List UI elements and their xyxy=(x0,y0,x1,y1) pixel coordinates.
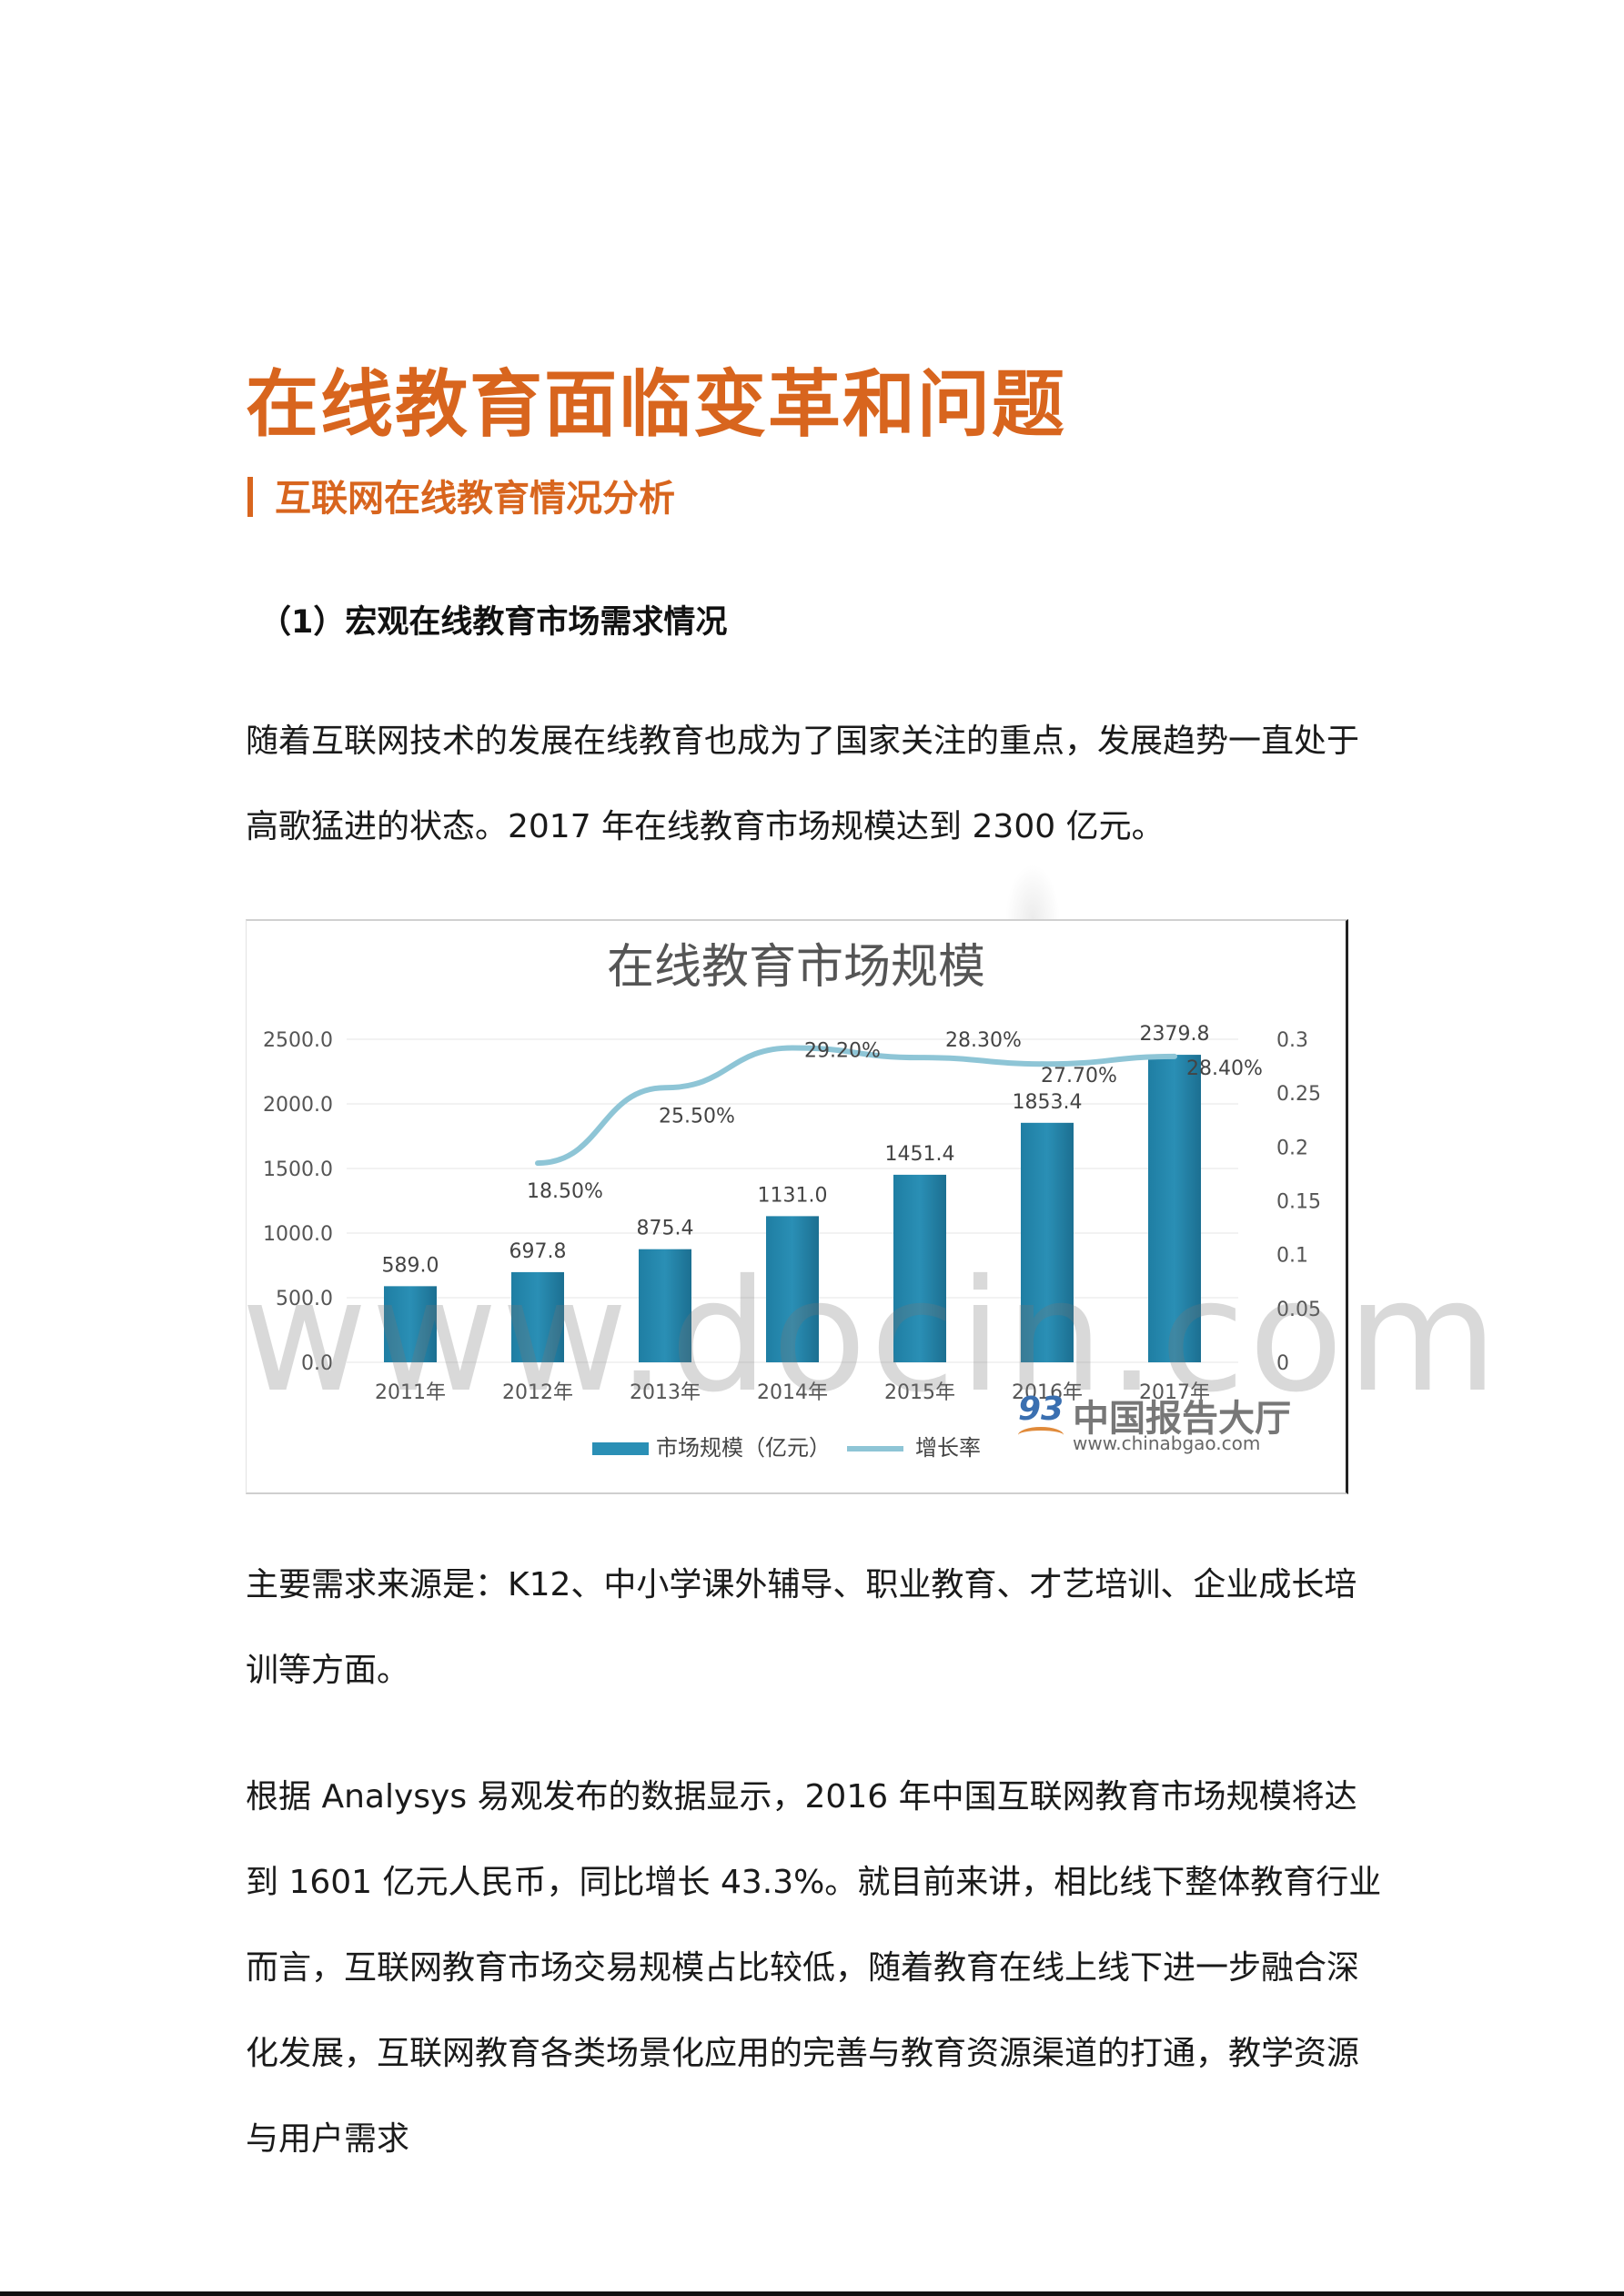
bar-value-label: 1451.4 xyxy=(885,1143,955,1166)
paragraph-intro: 随着互联网技术的发展在线教育也成为了国家关注的重点，发展趋势一直处于高歌猛进的状… xyxy=(246,723,1360,845)
growth-rate-point xyxy=(536,1161,540,1166)
y-right-tick-label: 0.05 xyxy=(1276,1299,1321,1321)
y-left-tick-label: 500.0 xyxy=(276,1288,333,1310)
brand-name: 中国报告大厅 xyxy=(1073,1398,1291,1440)
growth-rate-label: 18.50% xyxy=(527,1180,603,1203)
source-brand: 93 中国报告大厅 www.chinabgao.com xyxy=(1018,1385,1318,1458)
section-heading-text: 互联网在线教育情况分析 xyxy=(275,478,675,520)
bar-value-label: 589.0 xyxy=(382,1254,439,1277)
y-left-tick-label: 1000.0 xyxy=(263,1223,333,1246)
growth-rate-point xyxy=(791,1046,794,1050)
growth-rate-line xyxy=(535,1045,1177,1167)
brand-swoosh-icon xyxy=(1018,1427,1064,1443)
bar-value-label: 875.4 xyxy=(637,1218,694,1240)
chart-title: 在线教育市场规模 xyxy=(607,940,985,995)
growth-rate-label: 27.70% xyxy=(1041,1065,1117,1087)
market-size-chart: 在线教育市场规模 0.0 500.0 1000.0 1500.0 2000.0 2500.0… xyxy=(246,919,1348,1494)
x-tick-label: 2016年 xyxy=(1012,1381,1083,1404)
y-left-tick-label: 2500.0 xyxy=(263,1029,333,1052)
bar-value-label: 2379.8 xyxy=(1140,1023,1210,1046)
bar-2013年 xyxy=(639,1249,691,1362)
bar-2015年 xyxy=(893,1174,946,1362)
growth-rate-label: 25.50% xyxy=(659,1105,735,1128)
y-left-tick-label: 1500.0 xyxy=(263,1158,333,1181)
brand-url: www.chinabgao.com xyxy=(1073,1432,1261,1454)
paragraph-analysys: 根据 Analysys 易观发布的数据显示，2016 年中国互联网教育市场规模将… xyxy=(246,1778,1382,2158)
bar-2016年 xyxy=(1021,1122,1074,1362)
bar-2014年 xyxy=(766,1216,819,1362)
y-left-tick-label: 2000.0 xyxy=(263,1094,333,1117)
x-tick-label: 2015年 xyxy=(884,1381,955,1404)
y-right-tick-label: 0.2 xyxy=(1276,1137,1308,1159)
growth-rate-label: 28.40% xyxy=(1186,1057,1263,1080)
chart-canvas: 在线教育市场规模0.0500.01000.01500.02000.02500.0… xyxy=(263,940,1321,1461)
bar-value-label: 697.8 xyxy=(509,1240,567,1263)
page-bottom-rule xyxy=(0,2291,1624,2296)
x-tick-label: 2011年 xyxy=(375,1381,446,1404)
bar-value-label: 1131.0 xyxy=(758,1184,828,1207)
growth-rate-point xyxy=(1173,1054,1176,1058)
growth-rate-label: 29.20% xyxy=(804,1039,881,1062)
legend-line-label: 增长率 xyxy=(915,1435,981,1461)
growth-rate-label: 28.30% xyxy=(945,1029,1022,1052)
x-tick-label: 2014年 xyxy=(757,1381,828,1404)
page-title: 在线教育面临变革和问题 xyxy=(246,362,1066,447)
legend-bar-label: 市场规模（亿元） xyxy=(656,1435,831,1461)
paragraph-demand-sources: 主要需求来源是：K12、中小学课外辅导、职业教育、才艺培训、企业成长培训等方面。 xyxy=(246,1566,1357,1689)
growth-rate-point xyxy=(918,1056,922,1060)
y-right-tick-label: 0.1 xyxy=(1276,1245,1308,1268)
y-right-tick-label: 0.25 xyxy=(1276,1083,1321,1106)
bar-2011年 xyxy=(384,1286,437,1362)
growth-rate-point xyxy=(663,1086,667,1090)
section-bar-marker xyxy=(247,477,253,517)
bar-value-label: 1853.4 xyxy=(1013,1091,1083,1114)
x-tick-label: 2012年 xyxy=(502,1381,573,1404)
y-right-tick-label: 0 xyxy=(1276,1352,1289,1375)
bar-2017年 xyxy=(1148,1055,1201,1362)
legend-bar-swatch xyxy=(592,1442,649,1455)
x-tick-label: 2017年 xyxy=(1139,1381,1210,1404)
subheading: （1）宏观在线教育市场需求情况 xyxy=(259,604,728,641)
y-right-tick-label: 0.3 xyxy=(1276,1029,1308,1052)
section-heading: 互联网在线教育情况分析 xyxy=(247,469,675,521)
y-left-tick-label: 0.0 xyxy=(301,1352,333,1375)
growth-rate-point xyxy=(1045,1062,1049,1067)
bar-2012年 xyxy=(511,1271,564,1362)
y-right-tick-label: 0.15 xyxy=(1276,1191,1321,1214)
x-tick-label: 2013年 xyxy=(630,1381,701,1404)
brand-logo-icon: 93 xyxy=(1018,1391,1064,1428)
